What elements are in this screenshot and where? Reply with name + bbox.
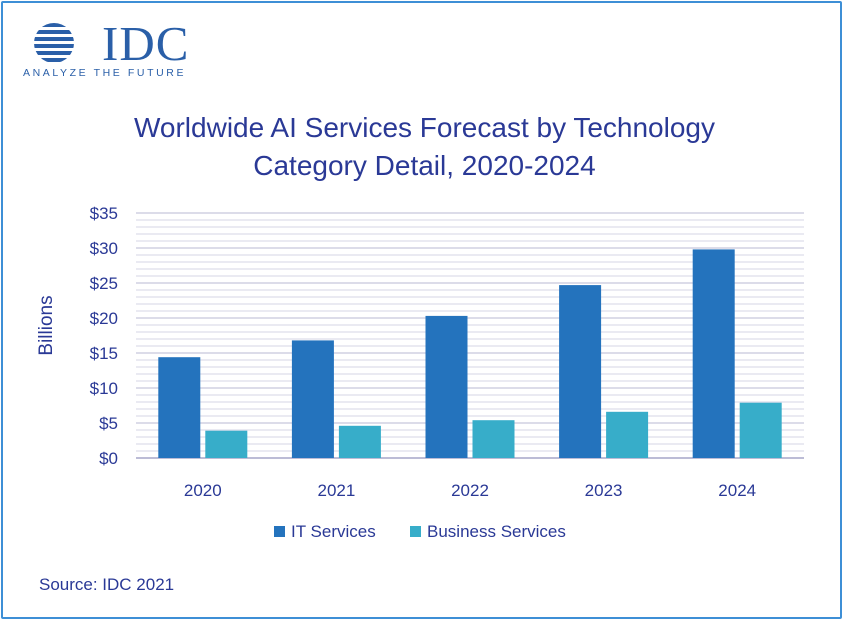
legend-swatch: [274, 526, 285, 537]
bar-it-services-2024: [692, 249, 735, 458]
legend-label: Business Services: [427, 522, 566, 541]
legend: IT Services Business Services: [274, 522, 566, 541]
logo-tagline: ANALYZE THE FUTURE: [23, 67, 187, 79]
y-tick-label: $35: [90, 204, 118, 223]
y-tick-label: $30: [90, 239, 118, 258]
x-tick-label: 2023: [585, 481, 623, 500]
bar-business-services-2024: [739, 402, 782, 458]
bar-it-services-2022: [425, 315, 468, 458]
source-note: Source: IDC 2021: [39, 575, 175, 594]
x-tick-label: 2024: [718, 481, 756, 500]
y-tick-label: $25: [90, 274, 118, 293]
chart-title-line-1: Worldwide AI Services Forecast by Techno…: [133, 112, 715, 143]
bar-it-services-2020: [158, 357, 201, 458]
bar-business-services-2020: [205, 430, 248, 458]
bar-business-services-2021: [338, 425, 381, 458]
y-tick-label: $10: [90, 379, 118, 398]
logo-wordmark: IDC: [102, 16, 190, 71]
grid-lines: [136, 212, 804, 459]
bar-business-services-2023: [606, 411, 649, 458]
y-axis-label: Billions: [36, 295, 57, 355]
y-tick-label: $5: [99, 414, 118, 433]
legend-label: IT Services: [291, 522, 376, 541]
bars: [158, 249, 782, 458]
legend-swatch: [410, 526, 421, 537]
y-tick-label: $20: [90, 309, 118, 328]
y-tick-labels: $0 $5 $10 $15 $20 $25 $30 $35: [90, 204, 118, 468]
chart-title-line-2: Category Detail, 2020-2024: [253, 150, 596, 181]
bar-chart: $0$5$10$15$20$25$30$35 2020 2021 2022 2023 2…: [36, 204, 804, 541]
bar-it-services-2021: [291, 340, 334, 458]
y-tick-label: $0: [99, 449, 118, 468]
bar-it-services-2023: [559, 285, 602, 458]
y-tick-label: $15: [90, 344, 118, 363]
x-tick-labels: 2020 2021 2022 2023 2024: [184, 481, 756, 500]
x-tick-label: 2022: [451, 481, 489, 500]
globe-icon: [34, 23, 74, 62]
x-tick-label: 2021: [317, 481, 355, 500]
x-tick-label: 2020: [184, 481, 222, 500]
bar-business-services-2022: [472, 420, 515, 458]
idc-logo: IDC ANALYZE THE FUTURE: [23, 19, 203, 83]
